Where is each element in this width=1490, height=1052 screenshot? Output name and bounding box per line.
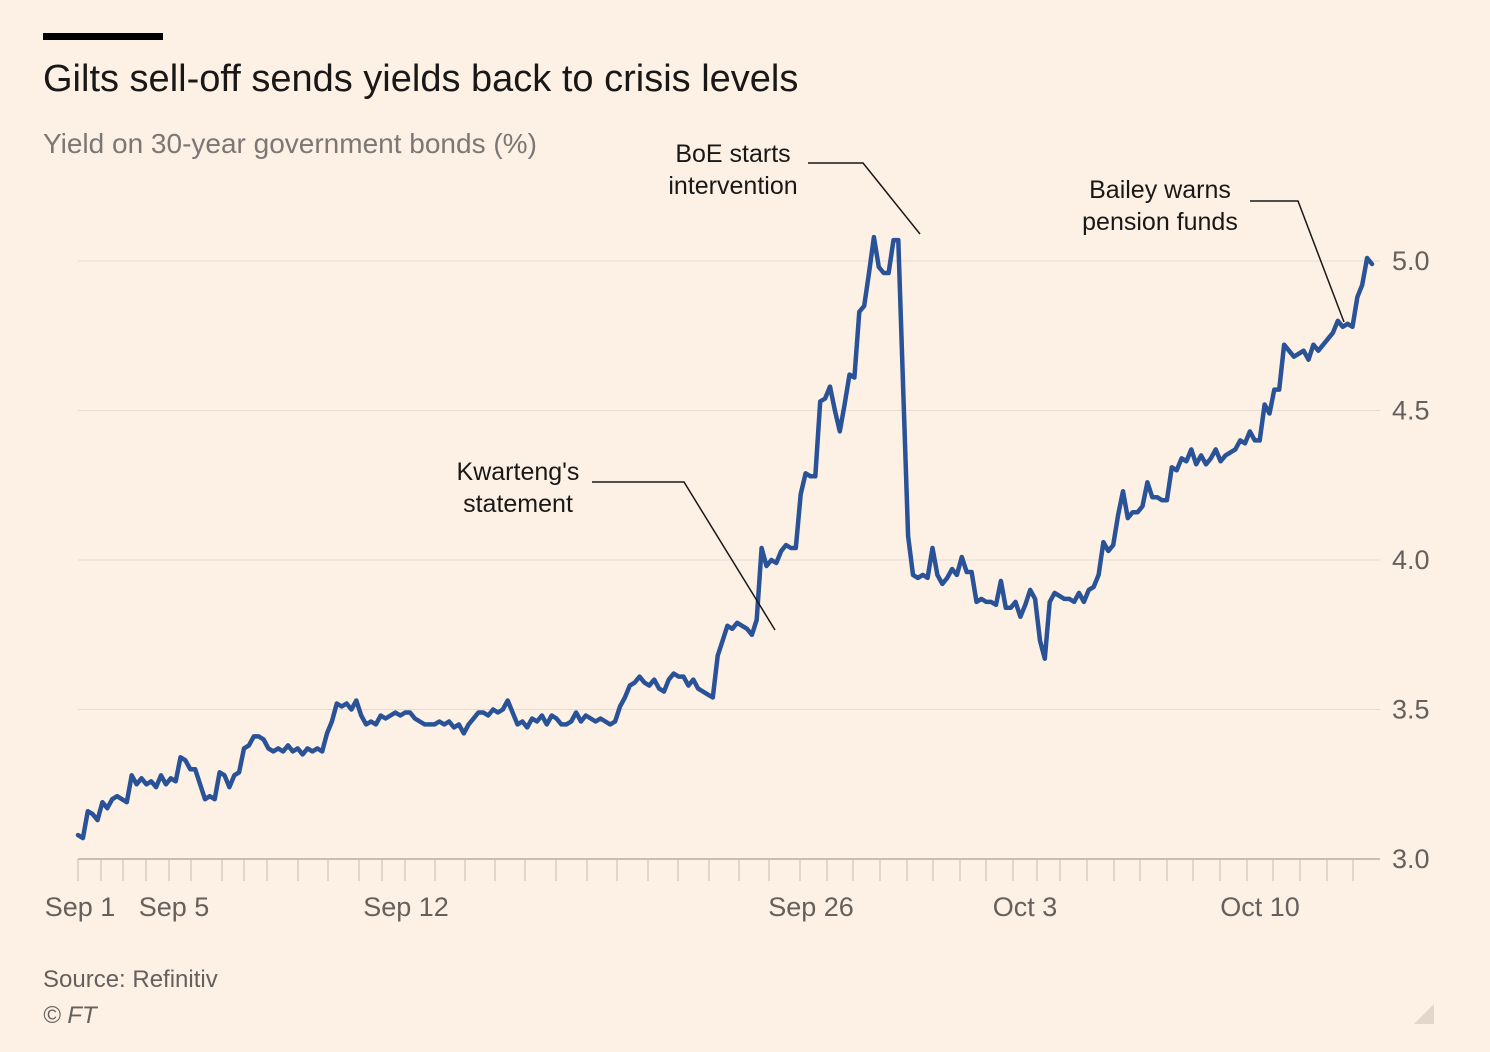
resize-corner-icon (1414, 1004, 1434, 1024)
annotation-label: Bailey warns (1089, 176, 1231, 204)
annotation-leader-line (1250, 200, 1345, 323)
annotation-label: Kwarteng's (457, 458, 580, 486)
y-tick-label: 5.0 (1392, 246, 1430, 276)
x-tick-label: Oct 3 (993, 892, 1058, 922)
y-tick-label: 3.0 (1392, 844, 1430, 874)
x-tick-label: Sep 5 (139, 892, 210, 922)
annotation-label: BoE starts (675, 140, 790, 168)
annotation-label: pension funds (1082, 208, 1238, 236)
yield-series-line (75, 234, 1375, 841)
x-tick-label: Sep 12 (363, 892, 449, 922)
top-rule (43, 33, 163, 40)
y-tick-label: 3.5 (1392, 695, 1430, 725)
annotation-leader-line (808, 162, 921, 235)
x-tick-label: Sep 1 (45, 892, 116, 922)
x-tick-label: Oct 10 (1220, 892, 1300, 922)
annotation-label: statement (463, 490, 573, 518)
x-tick-label: Sep 26 (768, 892, 854, 922)
chart-subtitle: Yield on 30-year government bonds (%) (43, 128, 537, 159)
copyright-note: © FT (43, 1002, 97, 1029)
y-tick-label: 4.0 (1392, 545, 1430, 575)
y-tick-label: 4.5 (1392, 396, 1430, 426)
annotation-label: intervention (668, 172, 797, 200)
annotation-leader-line (592, 481, 776, 631)
chart-title: Gilts sell-off sends yields back to cris… (43, 58, 799, 100)
source-note: Source: Refinitiv (43, 966, 218, 993)
